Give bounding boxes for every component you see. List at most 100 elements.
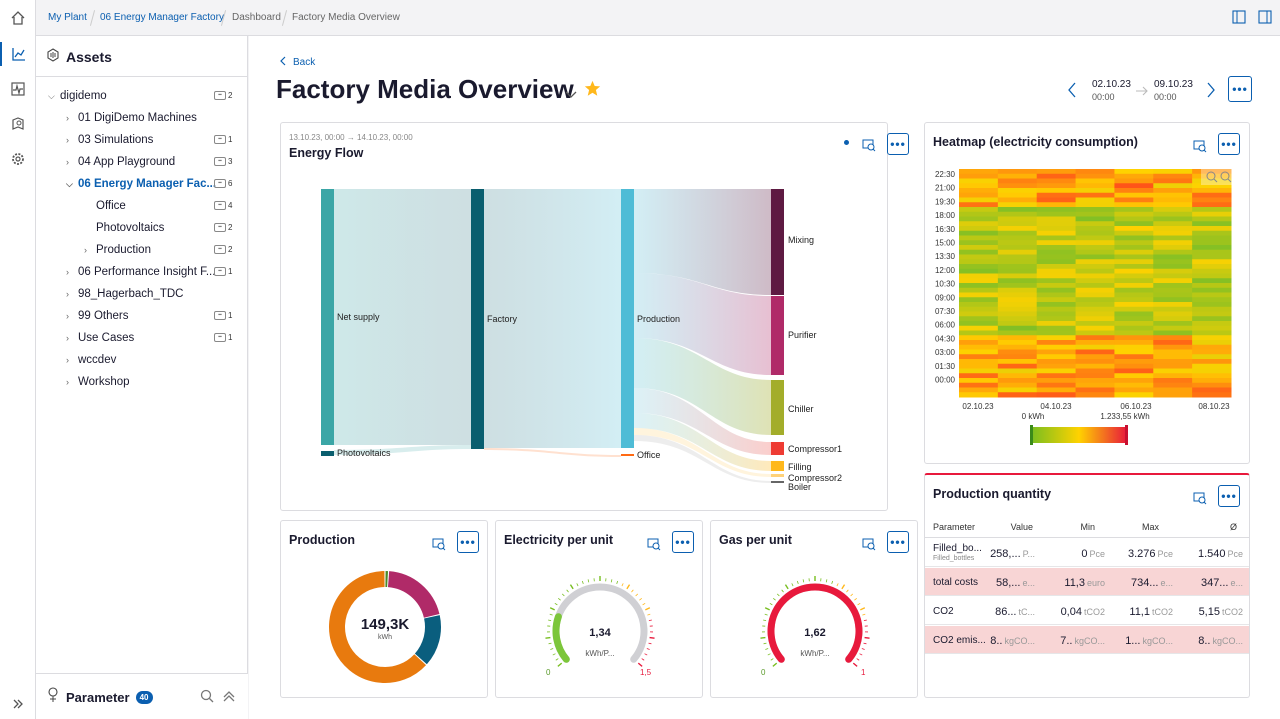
date-prev-icon[interactable]	[1067, 82, 1077, 103]
favorite-star-icon[interactable]	[584, 80, 601, 102]
gear-icon[interactable]	[6, 147, 30, 171]
tree-item[interactable]: › wccdev	[66, 350, 116, 370]
table-row[interactable]: total costs 58,... e... 11,3 euro 734... e... 3…	[925, 568, 1249, 596]
chevron-right-icon[interactable]: ›	[66, 333, 69, 343]
heatmap-cell	[1114, 235, 1154, 241]
activity-icon[interactable]	[6, 77, 30, 101]
heatmap-cell	[997, 311, 1038, 317]
heatmap-cell	[1036, 173, 1077, 179]
tree-item[interactable]: › Workshop	[66, 372, 130, 392]
tree-item[interactable]: ⌵ 06 Energy Manager Fac...	[66, 174, 216, 194]
breadcrumb-dashboard[interactable]: Dashboard	[232, 12, 281, 23]
chevron-down-icon[interactable]	[565, 86, 577, 104]
table-row[interactable]: CO2 emis... 8.. kgCO... 7.. kgCO... 1... kgCO.…	[925, 626, 1249, 654]
legend-handle	[1030, 425, 1033, 445]
asset-count-icon: ▪▪	[214, 333, 226, 342]
sidebar-toggle-icon[interactable]	[1232, 10, 1246, 29]
heatmap-legend-bar	[1031, 427, 1127, 443]
date-next-icon[interactable]	[1206, 82, 1216, 103]
analyze-icon[interactable]	[645, 535, 663, 553]
panel-toggle-icon[interactable]	[1258, 10, 1272, 29]
child-count: 6	[228, 179, 233, 188]
tree-item[interactable]: › 03 Simulations	[66, 130, 153, 150]
date-to[interactable]: 09.10.23 00:00	[1154, 78, 1193, 104]
tree-item[interactable]: Photovoltaics	[84, 218, 164, 238]
page-menu-button[interactable]: •••	[1228, 76, 1252, 102]
home-icon[interactable]	[6, 6, 30, 30]
chevron-right-icon[interactable]: ›	[66, 113, 69, 123]
breadcrumb-energy-manager[interactable]: 06 Energy Manager Factory	[100, 12, 224, 23]
heatmap-cell	[1075, 325, 1115, 331]
tree-item[interactable]: › Use Cases	[66, 328, 134, 348]
heatmap-cell	[959, 264, 999, 270]
production-menu-button[interactable]: •••	[457, 531, 479, 553]
heatmap-cell	[1075, 188, 1115, 194]
heatmap-menu-button[interactable]: •••	[1218, 133, 1240, 155]
heatmap-cell	[1114, 202, 1154, 208]
heatmap-cell	[959, 235, 999, 241]
map-icon[interactable]	[6, 112, 30, 136]
heatmap-cell	[997, 226, 1038, 232]
tree-item[interactable]: Office	[84, 196, 126, 216]
label-chiller: Chiller	[788, 404, 814, 414]
heatmap-title: Heatmap (electricity consumption)	[933, 135, 1138, 149]
link-photovoltaics-factory	[334, 445, 471, 455]
tree-item[interactable]: › 01 DigiDemo Machines	[66, 108, 197, 128]
heatmap-cell	[1075, 240, 1115, 246]
production-quantity-menu-button[interactable]: •••	[1218, 485, 1240, 507]
energy-flow-menu-button[interactable]: •••	[887, 133, 909, 155]
heatmap-cell	[997, 249, 1038, 255]
analyze-icon[interactable]	[430, 535, 448, 553]
collapse-up-icon[interactable]	[222, 689, 236, 708]
column-header[interactable]: Parameter	[933, 522, 976, 532]
analyze-icon[interactable]	[1191, 489, 1209, 507]
gauge-tick	[776, 593, 780, 597]
column-header[interactable]: Ø	[1229, 522, 1237, 532]
analyze-icon[interactable]	[860, 136, 878, 154]
parameter-label[interactable]: Parameter	[66, 690, 130, 705]
column-header[interactable]: Min	[1080, 522, 1095, 532]
analyze-icon[interactable]	[1191, 137, 1209, 155]
back-link[interactable]: Back	[279, 56, 315, 69]
tree-item[interactable]: ⌵ digidemo	[48, 86, 107, 106]
gauge-tick	[857, 602, 861, 606]
gas-menu-button[interactable]: •••	[887, 531, 909, 553]
tree-item[interactable]: › 99 Others	[66, 306, 129, 326]
chevron-right-icon[interactable]: ›	[66, 135, 69, 145]
tree-item[interactable]: › 04 App Playground	[66, 152, 175, 172]
expand-icon[interactable]	[6, 692, 30, 716]
tree-item[interactable]: › 06 Performance Insight F...	[66, 262, 215, 282]
chevron-down-icon[interactable]: ⌵	[48, 90, 55, 101]
chevron-right-icon[interactable]: ›	[66, 267, 69, 277]
analyze-icon[interactable]	[860, 535, 878, 553]
chevron-right-icon[interactable]: ›	[66, 157, 69, 167]
electricity-menu-button[interactable]: •••	[672, 531, 694, 553]
chevron-down-icon[interactable]: ⌵	[66, 178, 73, 189]
chevron-right-icon[interactable]: ›	[66, 311, 69, 321]
search-icon[interactable]	[200, 689, 214, 708]
tree-item[interactable]: › 98_Hagerbach_TDC	[66, 284, 183, 304]
chevron-right-icon[interactable]: ›	[84, 245, 87, 255]
table-row[interactable]: Filled_bo... Filled_bottles 258,... P... 0 Pc…	[925, 539, 1249, 567]
chevron-right-icon[interactable]: ›	[66, 289, 69, 299]
column-header[interactable]: Value	[1010, 522, 1033, 532]
chart-icon[interactable]	[0, 42, 36, 66]
gas-max: 1	[861, 668, 866, 677]
table-row[interactable]: CO2 86... tC... 0,04 tCO2 11,1 tCO2 5,15 tCO2	[925, 597, 1249, 625]
heatmap-cell	[1075, 297, 1115, 303]
heatmap-cell	[1036, 292, 1077, 298]
link-net-supply-factory	[334, 189, 471, 445]
date-from[interactable]: 02.10.23 00:00	[1092, 78, 1131, 104]
heatmap-cell	[997, 264, 1038, 270]
heatmap-cell	[1114, 349, 1154, 355]
heatmap-cell	[1192, 264, 1232, 270]
column-header[interactable]: Max	[1141, 522, 1159, 532]
tree-item[interactable]: › Production	[84, 240, 151, 260]
heatmap-cell	[1036, 207, 1077, 213]
chevron-right-icon[interactable]: ›	[66, 355, 69, 365]
heatmap-cell	[1114, 230, 1154, 236]
heatmap-cell	[1192, 368, 1232, 374]
chevron-right-icon[interactable]: ›	[66, 377, 69, 387]
gas-card: Gas per unit ••• 1,62 kWh/P... 0 1	[710, 520, 918, 698]
breadcrumb-my-plant[interactable]: My Plant	[48, 12, 87, 23]
